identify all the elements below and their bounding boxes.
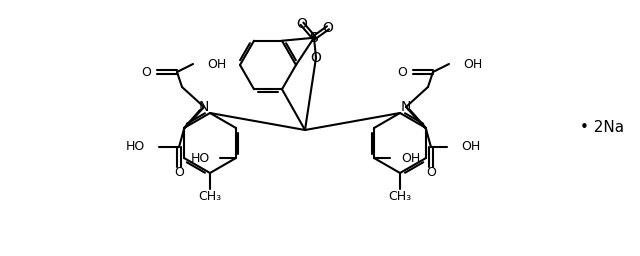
Text: HO: HO	[126, 141, 145, 154]
Text: OH: OH	[207, 58, 227, 70]
Text: O: O	[174, 166, 184, 179]
Text: OH: OH	[461, 141, 480, 154]
Text: S: S	[310, 31, 318, 45]
Text: OH: OH	[463, 58, 482, 70]
Text: O: O	[141, 66, 151, 79]
Text: HO: HO	[191, 152, 210, 165]
Text: O: O	[397, 66, 407, 79]
Text: N: N	[401, 100, 411, 114]
Text: CH₃: CH₃	[388, 189, 412, 202]
Text: N: N	[199, 100, 209, 114]
Text: O: O	[426, 166, 436, 179]
Text: • 2Na: • 2Na	[580, 121, 624, 135]
Text: OH: OH	[401, 152, 420, 165]
Text: O: O	[296, 17, 307, 31]
Text: O: O	[310, 51, 321, 65]
Text: O: O	[323, 21, 333, 35]
Text: CH₃: CH₃	[198, 189, 221, 202]
